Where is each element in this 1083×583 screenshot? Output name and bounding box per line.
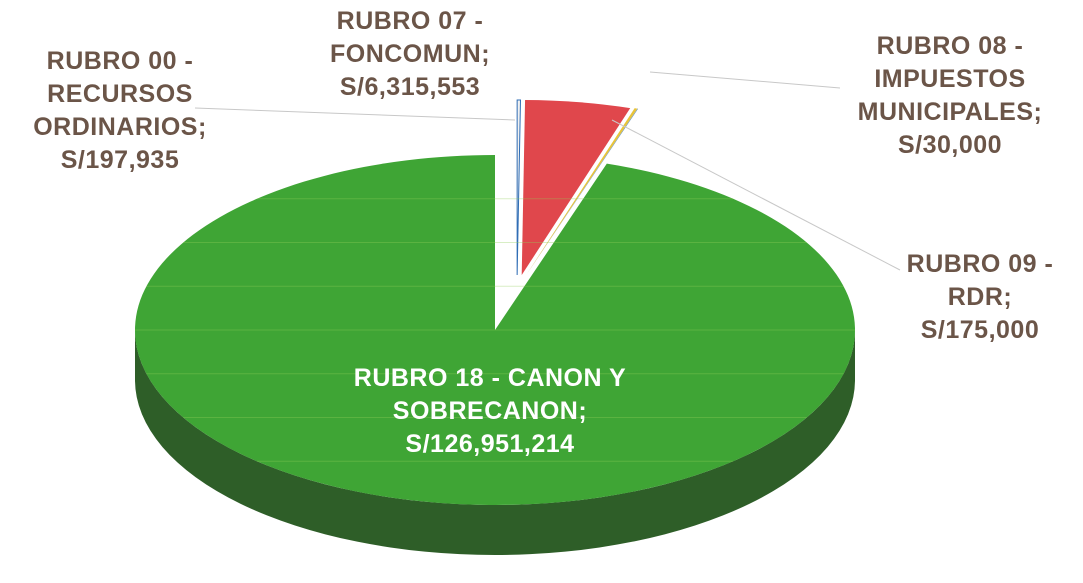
slice-category: RUBRO 08 - IMPUESTOS MUNICIPALES; <box>857 32 1043 126</box>
slice-value: S/30,000 <box>897 131 1003 159</box>
slice-label: RUBRO 00 - RECURSOS ORDINARIOS; S/197,935 <box>10 45 230 177</box>
slice-label: RUBRO 09 - RDR; S/175,000 <box>880 248 1080 347</box>
leader-line <box>649 71 841 89</box>
pie-slice <box>516 99 521 276</box>
slice-label: RUBRO 08 - IMPUESTOS MUNICIPALES; S/30,00… <box>820 30 1080 162</box>
slice-value: S/126,951,214 <box>405 430 575 458</box>
pie-slice <box>521 100 631 276</box>
leader-line <box>194 107 516 121</box>
slice-value: S/197,935 <box>60 146 180 174</box>
slice-value: S/6,315,553 <box>339 73 481 101</box>
slice-value: S/175,000 <box>920 316 1040 344</box>
pie-slice <box>526 108 638 275</box>
slice-label: RUBRO 07 - FONCOMUN; S/6,315,553 <box>290 5 530 104</box>
pie-slice <box>526 108 639 275</box>
slice-label: RUBRO 18 - CANON Y SOBRECANON; S/126,951,… <box>310 362 670 461</box>
pie-slice <box>134 155 855 505</box>
slice-category: RUBRO 18 - CANON Y SOBRECANON; <box>353 364 627 425</box>
pie-side <box>135 330 855 555</box>
slice-category: RUBRO 09 - RDR; <box>906 250 1054 311</box>
slice-category: RUBRO 00 - RECURSOS ORDINARIOS; <box>33 47 207 141</box>
leader-line <box>611 119 901 271</box>
slice-category: RUBRO 07 - FONCOMUN; <box>329 7 491 68</box>
